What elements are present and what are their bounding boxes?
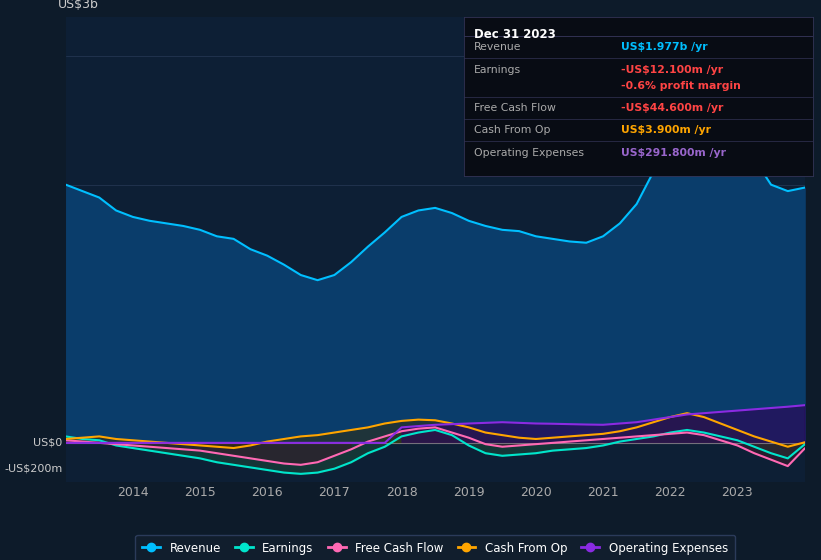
Text: -US$44.600m /yr: -US$44.600m /yr	[621, 103, 723, 113]
Text: Revenue: Revenue	[475, 43, 522, 52]
Text: -0.6% profit margin: -0.6% profit margin	[621, 81, 741, 91]
Legend: Revenue, Earnings, Free Cash Flow, Cash From Op, Operating Expenses: Revenue, Earnings, Free Cash Flow, Cash …	[135, 534, 735, 560]
Text: Dec 31 2023: Dec 31 2023	[475, 28, 556, 41]
Text: -US$12.100m /yr: -US$12.100m /yr	[621, 65, 723, 74]
Text: Earnings: Earnings	[475, 65, 521, 74]
Text: US$1.977b /yr: US$1.977b /yr	[621, 43, 708, 52]
Text: Free Cash Flow: Free Cash Flow	[475, 103, 556, 113]
Text: Cash From Op: Cash From Op	[475, 125, 551, 136]
Text: -US$200m: -US$200m	[4, 464, 62, 474]
Text: US$291.800m /yr: US$291.800m /yr	[621, 148, 726, 158]
Text: US$3b: US$3b	[58, 0, 99, 11]
Text: US$3.900m /yr: US$3.900m /yr	[621, 125, 711, 136]
Text: Operating Expenses: Operating Expenses	[475, 148, 585, 158]
Text: US$0: US$0	[33, 438, 62, 448]
